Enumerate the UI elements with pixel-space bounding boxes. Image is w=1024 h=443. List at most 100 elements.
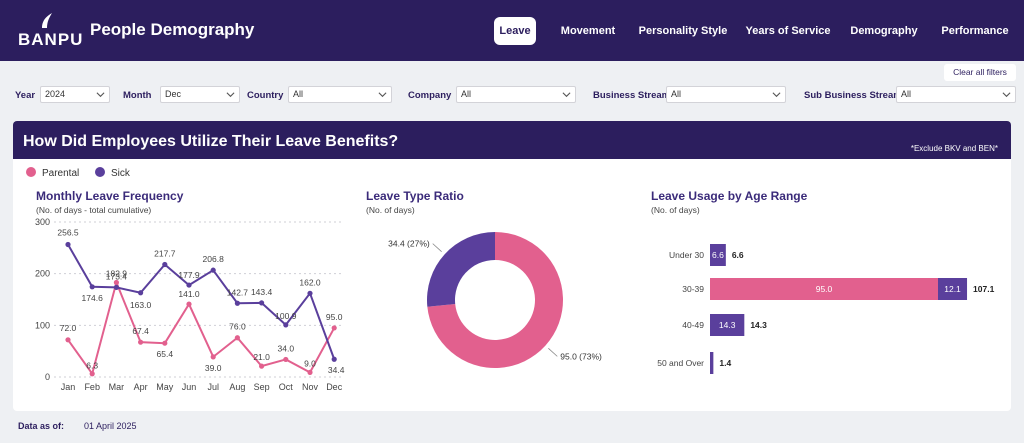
data-label: 67.4: [132, 326, 149, 336]
clear-filters-button[interactable]: Clear all filters: [944, 64, 1016, 81]
parental-point: [186, 301, 192, 307]
top-bar: BANPU People Demography Leave Movement P…: [0, 0, 1024, 61]
logo-text: BANPU: [18, 30, 84, 49]
chevron-down-icon: [226, 92, 235, 98]
tab-personality-style[interactable]: Personality Style: [638, 25, 728, 37]
sub-business-stream-value: All: [901, 89, 912, 99]
bar-total-label: 1.4: [719, 358, 731, 368]
y-tick-label: 300: [35, 217, 50, 227]
data-label: 100.9: [275, 311, 297, 321]
chevron-down-icon: [378, 92, 387, 98]
x-tick-label: Feb: [84, 382, 100, 392]
card-header: How Did Employees Utilize Their Leave Be…: [13, 121, 1011, 159]
data-label: 9.0: [304, 358, 316, 368]
bar-total-label: 14.3: [750, 320, 767, 330]
sick-bar: [710, 352, 714, 374]
company-select[interactable]: All: [456, 86, 576, 103]
data-label: 6.3: [86, 361, 98, 371]
age-range-bar-chart: Under 30 6.6 6.6 30-39 95.0 12.1 107.1 40-49 14.…: [657, 244, 995, 374]
parental-point: [259, 363, 265, 369]
bar-value-label: 14.3: [719, 320, 736, 330]
filter-label-business-stream: Business Stream: [593, 90, 671, 101]
x-tick-label: Jul: [207, 382, 219, 392]
sick-bar: [938, 278, 968, 300]
x-tick-label: Apr: [134, 382, 148, 392]
parental-dot-icon: [26, 167, 36, 177]
data-label: 65.4: [157, 349, 174, 359]
sick-point: [138, 290, 144, 296]
parental-point: [89, 371, 95, 377]
month-select[interactable]: Dec: [160, 86, 240, 103]
filter-label-company: Company: [408, 90, 452, 101]
data-label: 182.9: [106, 269, 128, 279]
monthly-leave-line-chart: 0 100 200 300 Jan Feb Mar Apr May Jun Jul Aug Sep Oct…: [35, 217, 345, 392]
data-label: 217.7: [154, 249, 176, 259]
parental-bar: [710, 278, 938, 300]
banpu-logo-icon: [42, 13, 52, 28]
data-label: 34.4: [328, 365, 345, 375]
tab-years-of-service[interactable]: Years of Service: [745, 25, 831, 37]
parental-point: [331, 325, 337, 331]
company-value: All: [461, 89, 472, 99]
bar-total-label: 6.6: [732, 250, 744, 260]
tab-movement[interactable]: Movement: [560, 25, 616, 37]
parental-point: [210, 354, 216, 360]
slice-label: 95.0 (73%): [560, 351, 602, 361]
chevron-down-icon: [1002, 92, 1011, 98]
y-tick-label: 0: [45, 372, 50, 382]
country-value: All: [293, 89, 304, 99]
bar-value-label: 6.6: [712, 250, 724, 260]
sick-point: [186, 282, 192, 288]
sick-point: [65, 241, 71, 248]
data-as-of-value: 01 April 2025: [84, 421, 137, 431]
data-label: 143.4: [251, 287, 273, 297]
year-select[interactable]: 2024: [40, 86, 110, 103]
bar-chart-subtitle: (No. of days): [651, 205, 700, 215]
parental-series-line: [67, 279, 336, 377]
business-stream-select[interactable]: All: [666, 86, 786, 103]
sick-bar: [710, 314, 745, 336]
legend-item-sick[interactable]: Sick: [95, 167, 130, 179]
filter-label-sub-business-stream: Sub Business Stream: [804, 90, 902, 101]
month-value: Dec: [165, 89, 182, 99]
category-label: 30-39: [682, 284, 704, 294]
bar-value-label: 12.1: [944, 284, 961, 294]
sick-point: [89, 284, 95, 290]
data-label: 173.4: [106, 271, 128, 281]
bar-value-label: 95.0: [816, 284, 833, 294]
x-tick-label: May: [156, 382, 174, 392]
data-label: 163.0: [130, 300, 152, 310]
data-label: 142.7: [227, 287, 249, 297]
data-label: 256.5: [57, 227, 79, 237]
x-tick-label: Jan: [61, 382, 76, 392]
parental-point: [234, 335, 240, 341]
country-select[interactable]: All: [288, 86, 392, 103]
tab-leave[interactable]: Leave: [494, 17, 536, 45]
x-tick-label: Oct: [279, 382, 294, 392]
sub-business-stream-select[interactable]: All: [896, 86, 1016, 103]
sick-dot-icon: [95, 167, 105, 177]
filter-label-year: Year: [15, 90, 36, 101]
x-tick-label: Mar: [109, 382, 125, 392]
legend-label: Parental: [42, 168, 80, 179]
donut-chart-title: Leave Type Ratio: [366, 189, 464, 203]
bar-total-label: 107.1: [973, 284, 995, 294]
data-as-of-label: Data as of:: [18, 421, 65, 431]
tab-performance[interactable]: Performance: [941, 25, 1009, 37]
category-label: 40-49: [682, 320, 704, 330]
x-tick-label: Jun: [182, 382, 197, 392]
filter-label-country: Country: [247, 90, 284, 101]
data-label: 177.9: [178, 270, 200, 280]
tab-demography[interactable]: Demography: [850, 25, 918, 37]
parental-point: [283, 356, 289, 363]
line-chart-subtitle: (No. of days - total cumulative): [36, 205, 152, 215]
x-tick-label: Dec: [326, 382, 343, 392]
sick-point: [331, 356, 337, 362]
business-stream-value: All: [671, 89, 682, 99]
data-label: 162.0: [299, 277, 321, 287]
leave-type-donut-chart: 95.0 (73%) 34.4 (27%): [388, 232, 602, 368]
donut-chart-subtitle: (No. of days): [366, 205, 415, 215]
legend-item-parental[interactable]: Parental: [26, 167, 79, 179]
parental-point: [65, 337, 71, 343]
data-label: 141.0: [178, 289, 200, 299]
